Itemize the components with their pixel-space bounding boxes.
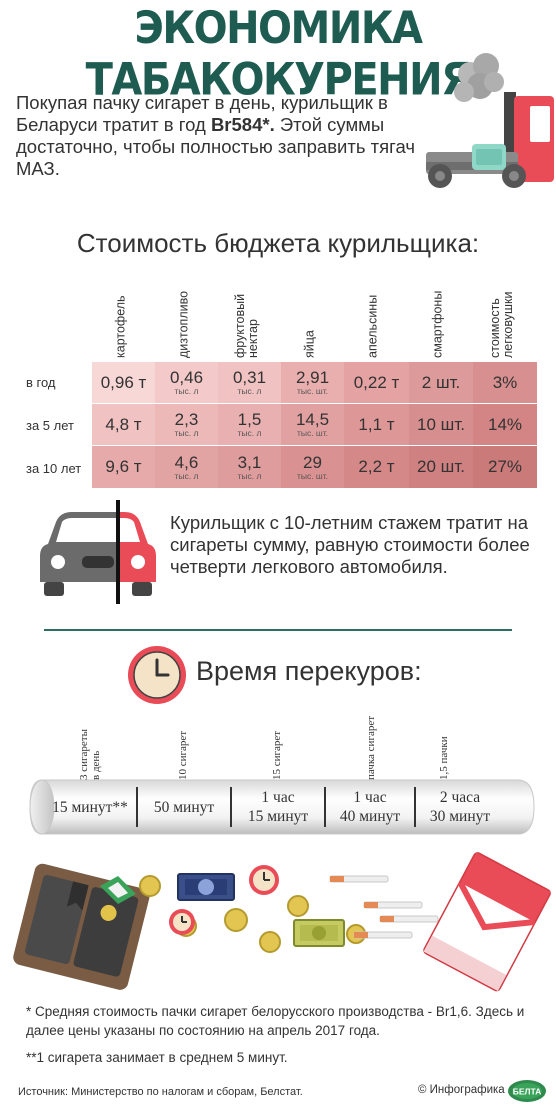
row-label: за 10 лет xyxy=(26,461,82,476)
column-label: дизтопливо xyxy=(176,290,191,358)
credit-text: © Инфографика xyxy=(418,1084,505,1096)
table-cell: 0,22 т xyxy=(344,362,409,403)
timeline-separator xyxy=(136,787,138,827)
timeline-mark-label: 1,5 пачки xyxy=(438,736,450,780)
footnote-minutes: **1 сигарета занимает в среднем 5 минут. xyxy=(26,1050,288,1065)
timeline-separator xyxy=(230,787,232,827)
source-text: Источник: Министерство по налогам и сбор… xyxy=(18,1086,303,1098)
table-cell: 14% xyxy=(473,404,537,445)
timeline-value: 2 часа 30 минут xyxy=(429,789,491,825)
clock-icon xyxy=(128,646,186,704)
cigarette-icon xyxy=(329,875,439,939)
column-label: картофель xyxy=(113,295,128,358)
table-cell: 0,96 т xyxy=(92,362,155,403)
table-cell: 2,2 т xyxy=(344,446,409,488)
table-cell: 10 шт. xyxy=(409,404,473,445)
timeline-separator xyxy=(324,787,326,827)
column-label: стоимость легковушки xyxy=(488,291,515,358)
timeline-value: 50 минут xyxy=(153,798,215,816)
table-cell: 2 шт. xyxy=(409,362,473,403)
table-cell: 1,1 т xyxy=(344,404,409,445)
intro-amount: Br584*. xyxy=(210,114,275,135)
table-cell: 1,5 тыс. л xyxy=(218,404,281,445)
car-icon xyxy=(40,500,156,604)
svg-text:БЕЛТА: БЕЛТА xyxy=(513,1087,542,1097)
table-cell: 3,1 тыс. л xyxy=(218,446,281,488)
table-cell: 4,6 тыс. л xyxy=(155,446,218,488)
column-label: яйца xyxy=(302,330,317,358)
table-cell: 0,31 тыс. л xyxy=(218,362,281,403)
timeline-mark-label: 3 сигареты в день xyxy=(78,729,102,780)
car-comparison-text: Курильщик с 10-летним стажем тратит на с… xyxy=(170,512,530,577)
timeline-value: 15 минут** xyxy=(52,798,128,816)
cigarette-pack-icon xyxy=(423,852,551,992)
table-cell: 2,3 тыс. л xyxy=(155,404,218,445)
timeline-value: 1 час 40 минут xyxy=(339,789,401,825)
table-cell: 20 шт. xyxy=(409,446,473,488)
timeline-separator xyxy=(414,787,416,827)
table-cell: 0,46 тыс. л xyxy=(155,362,218,403)
column-label: смартфоны xyxy=(430,290,445,358)
footnote-price: * Средняя стоимость пачки сигарет белору… xyxy=(26,1004,525,1038)
table-cell: 3% xyxy=(473,362,537,403)
timeline-value: 1 час 15 минут xyxy=(247,789,309,825)
column-label: фруктовый нектар xyxy=(233,293,260,358)
budget-title: Стоимость бюджета курильщика: xyxy=(76,228,480,258)
cigarette-timeline-bar xyxy=(29,779,535,835)
column-label: апельсины xyxy=(365,294,380,358)
page-title: ЭКОНОМИКА ТАБАКОКУРЕНИЯ xyxy=(85,2,472,106)
timeline-mark-label: пачка сигарет xyxy=(365,715,377,780)
truck-icon xyxy=(426,53,554,188)
intro-text-before: Покупая пачку сигарет в день, курильщик … xyxy=(16,92,388,135)
table-cell: 9,6 т xyxy=(92,446,155,488)
row-label: за 5 лет xyxy=(26,418,74,433)
row-label: в год xyxy=(26,375,56,390)
timeline-mark-label: 10 сигарет xyxy=(177,730,189,780)
table-cell: 2,91 тыс. шт. xyxy=(281,362,344,403)
table-cell: 4,8 т xyxy=(92,404,155,445)
belta-logo: БЕЛТА xyxy=(508,1080,546,1102)
wallet-icon xyxy=(13,863,150,990)
timeline-mark-label: 15 сигарет xyxy=(271,730,283,780)
table-cell: 29 тыс. шт. xyxy=(281,446,344,488)
money-and-cigarettes-illustration xyxy=(13,852,551,992)
table-cell: 27% xyxy=(473,446,537,488)
section-divider xyxy=(44,629,512,631)
clock-icon xyxy=(169,865,279,935)
smoke-time-title: Время перекуров: xyxy=(196,656,422,686)
intro-text: Покупая пачку сигарет в день, курильщик … xyxy=(16,92,416,180)
intro-text-after: Этой суммы достаточно, чтобы полностью з… xyxy=(16,114,415,179)
table-cell: 14,5 тыс. шт. xyxy=(281,404,344,445)
banknote-icon xyxy=(100,876,136,904)
